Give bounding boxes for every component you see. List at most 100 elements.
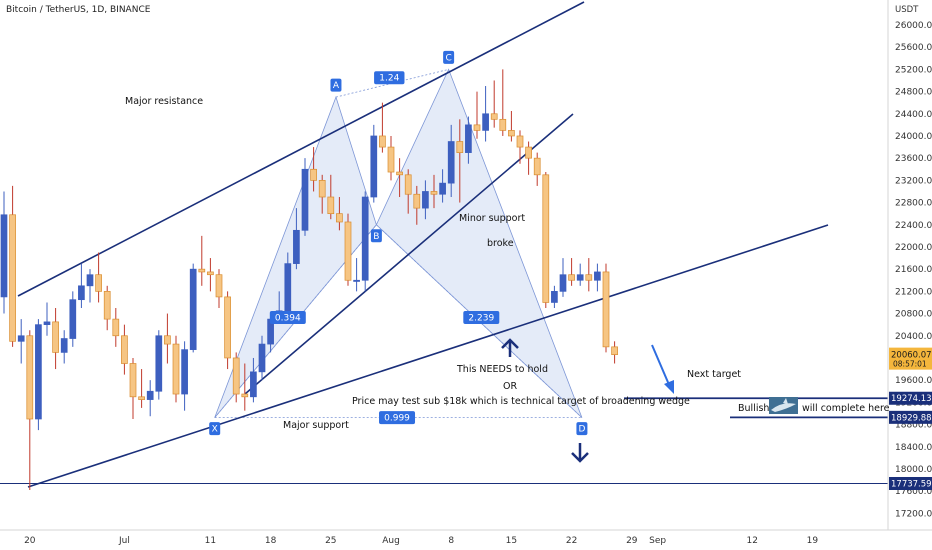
minor-support-line [244,113,574,395]
candle-body [508,130,515,137]
x-tick-label: 22 [566,536,577,546]
candle [430,174,438,209]
candle [508,110,515,142]
candle-body [465,124,472,153]
ratio-label: 0.394 [269,310,306,324]
pattern-point-text: D [578,425,585,435]
candle-body [387,146,395,173]
candle [413,185,421,225]
candle-body [361,196,369,281]
candle-body [258,343,266,373]
ac-connector [335,68,449,98]
candle-body [379,135,386,148]
pattern-point-box [576,422,588,436]
candle-body [499,118,507,131]
candle [224,291,231,370]
candle-body [284,263,292,312]
candle-body [155,335,163,392]
level-value: 17737.59 [891,479,932,489]
up-arrow-icon [501,338,519,357]
candle [60,330,68,364]
currency-label: USDT [895,5,919,15]
candle-body [86,274,94,287]
y-tick-label: 20400.00 [895,332,932,342]
candle-body [146,390,154,400]
level-badge: 19274.13 [889,391,932,405]
candle [310,147,317,192]
candle-body [344,221,352,281]
level-box [889,410,932,424]
candle [26,330,34,491]
pattern-point-text: B [373,232,379,242]
x-tick-label: 19 [807,536,819,546]
candle [293,208,300,270]
ratio-box [269,310,306,324]
x-tick-label: 11 [205,536,216,546]
candle [215,269,223,309]
candle-body [26,335,34,420]
candle-body [224,296,231,359]
candle-body [207,271,214,276]
candle [146,380,154,417]
y-tick-label: 17600.00 [895,487,932,497]
y-tick-label: 19600.00 [895,376,932,386]
candle [9,185,16,347]
current-price-countdown: 08:57:01 [893,360,927,369]
candle-body [52,321,59,353]
level-badge: 17737.59 [889,476,932,490]
candle-body [602,271,610,348]
candle-body [525,146,532,159]
candle-body [138,396,145,400]
y-tick-label: 25200.00 [895,65,932,75]
lower-support-line [27,224,829,488]
candle-body [181,349,188,395]
candle-body [78,285,85,301]
candle-body [327,196,335,215]
candle [318,174,326,214]
candle [611,341,618,364]
y-tick-label: 23600.00 [895,154,932,164]
candle-body [559,274,567,292]
candle-body [456,141,464,153]
broke-label: broke [487,238,514,249]
candle [336,197,343,231]
candle [353,258,360,292]
candle-body [447,141,455,184]
candle [17,319,25,364]
candle-body [516,135,524,148]
candle [344,213,352,286]
candle-body [112,318,120,337]
down-arrow-icon [571,443,589,463]
level-value: 18929.88 [891,413,932,423]
level-value: 19274.13 [891,394,932,404]
candle-body [542,174,550,303]
pattern-point-box [370,229,382,243]
ratio-label: 1.24 [374,71,405,85]
candle [576,263,584,286]
y-tick-label: 22000.00 [895,243,932,253]
candle [585,258,593,292]
candle [422,180,429,220]
y-tick-label: 18400.00 [895,443,932,453]
candle [473,91,481,139]
x-tick-label: Aug [382,536,400,546]
candle [181,341,188,411]
candle-body [404,174,412,195]
candle [499,69,507,136]
candle-body [611,346,618,355]
current-price-value: 20060.07 [891,351,932,361]
candle-body [310,168,317,181]
candle [138,369,145,408]
candle-layer [0,69,618,491]
candle-body [69,299,77,339]
candle-body [439,182,446,195]
ratio-text: 0.999 [384,414,410,424]
ratio-box [379,411,416,425]
candle [482,86,489,142]
label-layer: X A B C D 1.24 0.394 2.239 0.999 [209,50,588,436]
candle-body [215,274,223,298]
pattern-point-b: B [370,229,382,243]
